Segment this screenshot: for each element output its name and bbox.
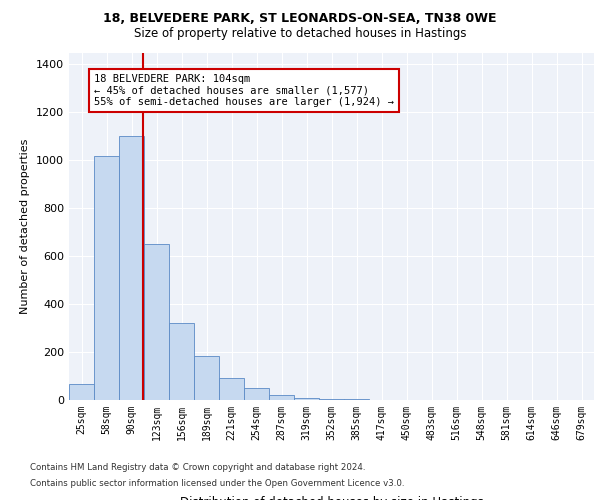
Text: 18 BELVEDERE PARK: 104sqm
← 45% of detached houses are smaller (1,577)
55% of se: 18 BELVEDERE PARK: 104sqm ← 45% of detac…: [94, 74, 394, 108]
X-axis label: Distribution of detached houses by size in Hastings: Distribution of detached houses by size …: [179, 496, 484, 500]
Y-axis label: Number of detached properties: Number of detached properties: [20, 138, 31, 314]
Text: Contains HM Land Registry data © Crown copyright and database right 2024.: Contains HM Land Registry data © Crown c…: [30, 464, 365, 472]
Bar: [194, 356, 219, 400]
Bar: [244, 388, 269, 400]
Bar: [169, 324, 194, 400]
Text: Contains public sector information licensed under the Open Government Licence v3: Contains public sector information licen…: [30, 478, 404, 488]
Bar: [69, 384, 94, 400]
Text: 18, BELVEDERE PARK, ST LEONARDS-ON-SEA, TN38 0WE: 18, BELVEDERE PARK, ST LEONARDS-ON-SEA, …: [103, 12, 497, 26]
Text: Size of property relative to detached houses in Hastings: Size of property relative to detached ho…: [134, 28, 466, 40]
Bar: [144, 244, 169, 400]
Bar: [219, 378, 244, 400]
Bar: [319, 399, 344, 400]
Bar: [269, 395, 294, 400]
Bar: [94, 156, 119, 400]
Bar: [294, 398, 319, 400]
Bar: [119, 136, 144, 400]
